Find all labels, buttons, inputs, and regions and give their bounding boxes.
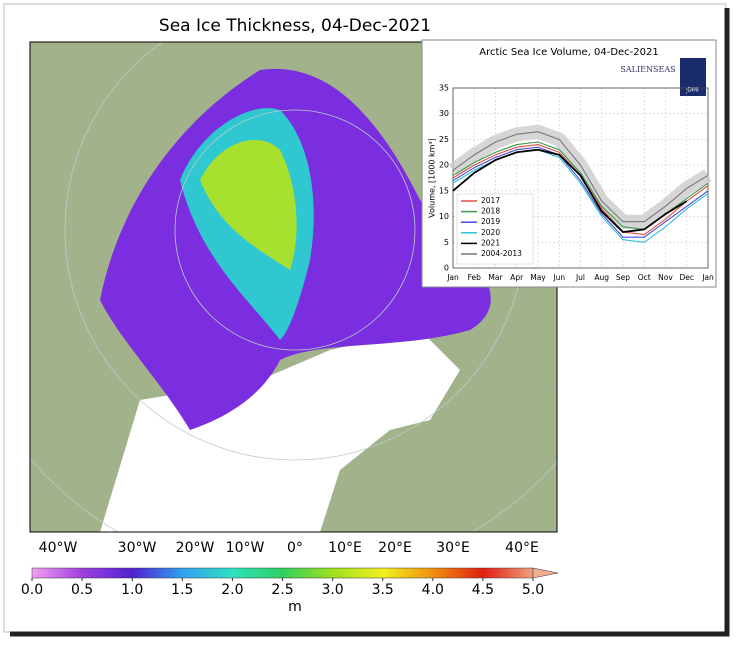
logo-badge xyxy=(680,58,706,96)
y-tick-label: 10 xyxy=(439,212,449,221)
logo-badge-text: DMI xyxy=(687,87,699,94)
ice-thick xyxy=(200,140,297,270)
x-tick-label: Jan xyxy=(446,273,459,282)
longitude-label: 10°E xyxy=(328,540,362,556)
colorbar-tick-label: 2.5 xyxy=(271,582,293,598)
x-tick-label: Jun xyxy=(552,273,565,282)
x-tick-label: Aug xyxy=(594,273,609,282)
colorbar-tick-label: 4.5 xyxy=(472,582,494,598)
y-tick-label: 25 xyxy=(439,135,449,144)
legend-label: 2004-2013 xyxy=(481,249,522,258)
x-tick-label: Mar xyxy=(488,273,503,282)
series-line xyxy=(452,131,709,223)
longitude-label: 20°W xyxy=(176,540,215,556)
colorbar-tick-label: 3.0 xyxy=(321,582,343,598)
series-line xyxy=(452,148,688,233)
x-tick-label: Jul xyxy=(575,273,585,282)
y-tick-label: 0 xyxy=(444,264,449,273)
colorbar xyxy=(31,567,534,579)
x-tick-label: Feb xyxy=(468,273,482,282)
longitude-label: 30°E xyxy=(436,540,470,556)
series-line xyxy=(452,146,709,238)
colorbar-extension xyxy=(532,567,559,579)
colorbar-tick-label: 0.0 xyxy=(21,582,43,598)
x-tick-label: Nov xyxy=(658,273,673,282)
longitude-label: 40°W xyxy=(39,540,78,556)
colorbar-tick-label: 1.5 xyxy=(171,582,193,598)
x-tick-label: May xyxy=(530,273,546,282)
colorbar-tick-label: 5.0 xyxy=(522,582,544,598)
colorbar-tick-label: 3.5 xyxy=(372,582,394,598)
legend-label: 2021 xyxy=(481,238,500,247)
colorbar-unit: m xyxy=(288,599,302,615)
logo: SALIENSEAS xyxy=(620,65,675,74)
y-tick-label: 30 xyxy=(439,109,449,118)
longitude-label: 0° xyxy=(287,540,303,556)
land-scandinavia xyxy=(470,366,557,532)
x-tick-label: Apr xyxy=(510,273,524,282)
map-title: Sea Ice Thickness, 04-Dec-2021 xyxy=(159,16,431,36)
inset-title: Arctic Sea Ice Volume, 04-Dec-2021 xyxy=(479,47,658,58)
longitude-label: 40°E xyxy=(505,540,539,556)
x-tick-label: Dec xyxy=(679,273,694,282)
x-tick-label: Jan xyxy=(701,273,714,282)
legend-label: 2017 xyxy=(481,196,500,205)
longitude-label: 10°W xyxy=(226,540,265,556)
map xyxy=(30,42,557,532)
x-tick-label: Sep xyxy=(616,273,630,282)
colorbar-tick-label: 0.5 xyxy=(71,582,93,598)
colorbar-tick-label: 4.0 xyxy=(422,582,444,598)
frame-shadow xyxy=(10,8,730,637)
longitude-label: 30°W xyxy=(118,540,157,556)
legend-label: 2020 xyxy=(481,228,500,237)
colorbar-tick-label: 2.0 xyxy=(221,582,243,598)
colorbar-tick-label: 1.0 xyxy=(121,582,143,598)
y-tick-label: 5 xyxy=(444,238,449,247)
legend-box xyxy=(456,193,534,265)
longitude-label: 20°E xyxy=(378,540,412,556)
legend-label: 2018 xyxy=(481,207,500,216)
y-tick-label: 15 xyxy=(439,186,449,195)
x-tick-label: Oct xyxy=(638,273,651,282)
open-ocean xyxy=(100,330,460,532)
y-tick-label: 35 xyxy=(439,84,449,93)
legend-label: 2019 xyxy=(481,217,500,226)
y-axis-label: Volume, [1000 km³] xyxy=(428,138,437,218)
y-tick-label: 20 xyxy=(439,161,449,170)
